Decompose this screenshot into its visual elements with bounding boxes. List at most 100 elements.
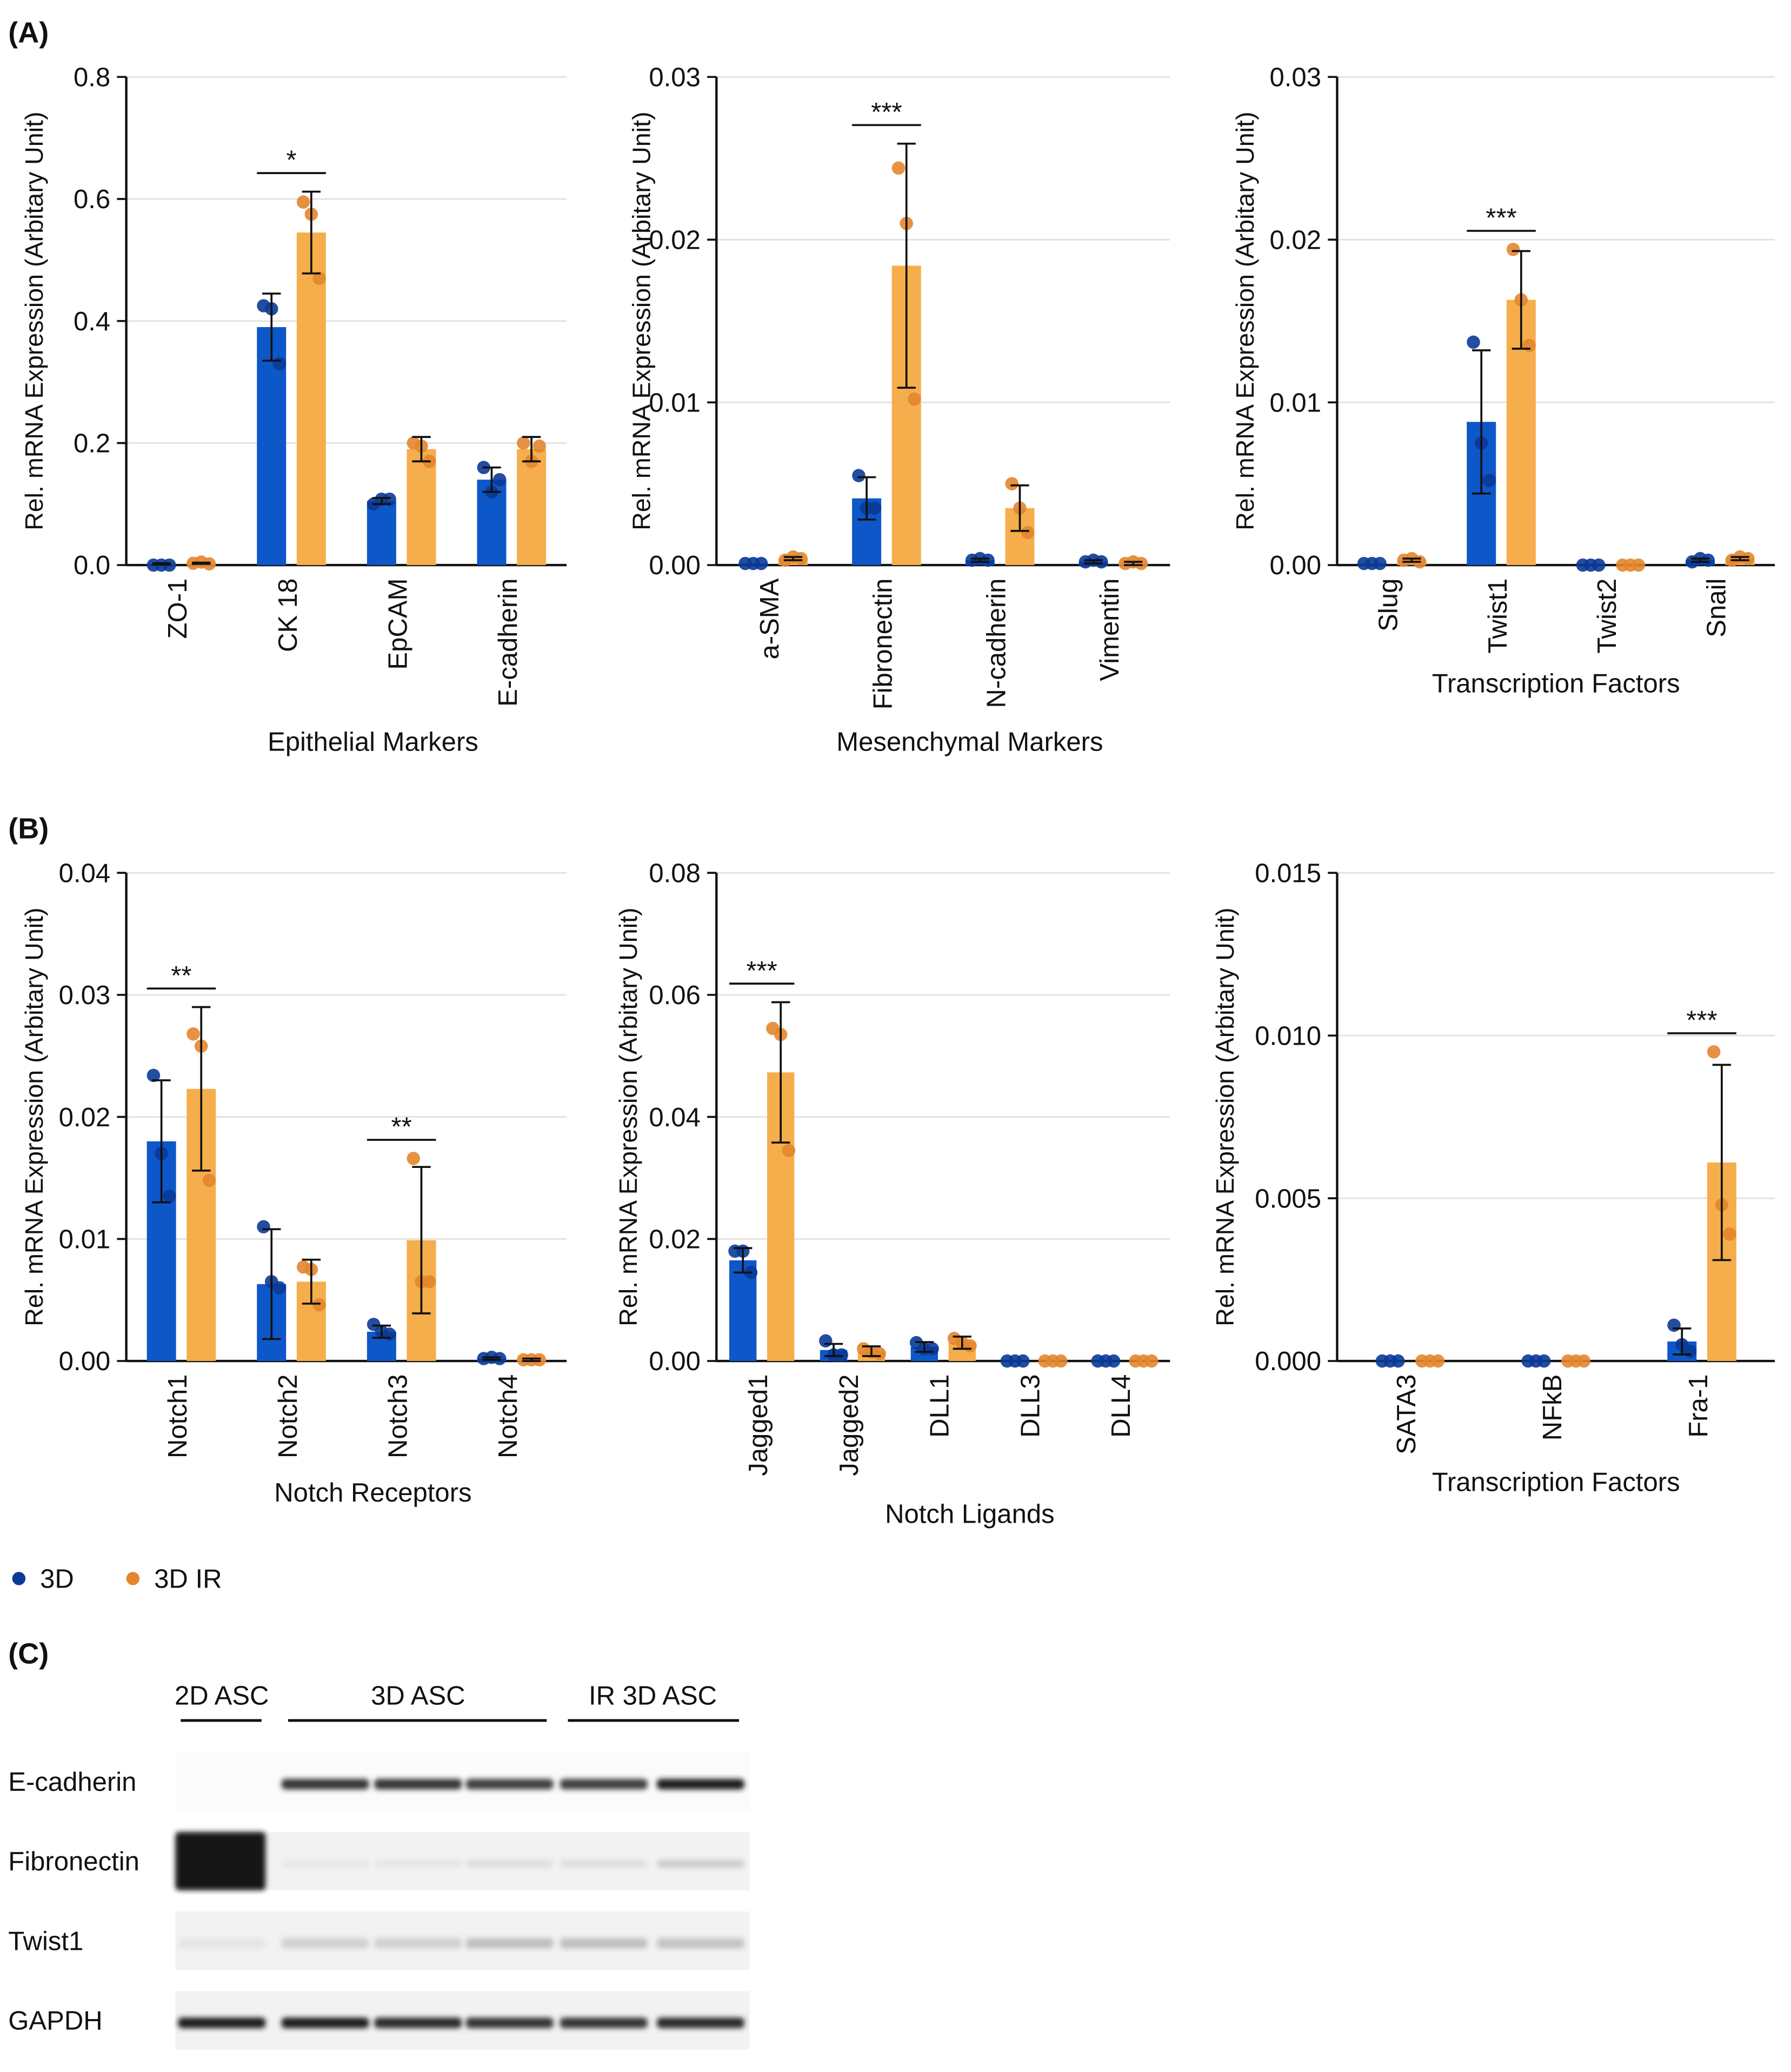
data-point [819, 1334, 833, 1348]
data-point [147, 1068, 161, 1083]
y-tick-label: 0.00 [649, 551, 700, 580]
x-tick-label: DLL3 [1016, 1374, 1045, 1438]
blot-band [560, 1938, 648, 1949]
data-point [963, 1339, 977, 1353]
data-point [1391, 1354, 1405, 1368]
y-axis-label: Rel. mRNA Expression (Arbitary Unit) [20, 111, 48, 530]
blot-group-ir-3d-asc: IR 3D ASC [589, 1681, 717, 1710]
blot-band [281, 1860, 369, 1868]
significance-label: *** [1486, 204, 1516, 233]
data-point [517, 436, 530, 450]
x-axis-label: Epithelial Markers [268, 728, 478, 757]
x-axis-label: Notch Receptors [274, 1478, 471, 1507]
charts: 0.0 0.2 0.4 0.6 0.8 Rel. mRNA Expression (Arb… [20, 63, 1775, 1529]
y-tick-label: 0.00 [1270, 551, 1321, 580]
chart-1: 0.00 0.01 0.02 0.03 Rel. mRNA Expression (Ar… [628, 63, 1170, 757]
significance-label: *** [747, 957, 777, 986]
blot-band [465, 2017, 554, 2029]
data-point [1144, 1354, 1159, 1368]
x-tick-label: Snail [1702, 579, 1732, 637]
blot-band [656, 1778, 744, 1790]
blot-row-label: Twist1 [8, 1927, 83, 1956]
significance-label: * [286, 146, 296, 175]
data-point [1016, 1354, 1030, 1368]
data-point [754, 556, 768, 570]
chart-0: 0.0 0.2 0.4 0.6 0.8 Rel. mRNA Expression (Arb… [20, 63, 567, 757]
x-axis-label: Transcription Factors [1432, 1467, 1680, 1497]
x-tick-label: E-cadherin [494, 579, 523, 707]
data-point [835, 1348, 849, 1362]
x-tick-label: CK 18 [274, 579, 303, 652]
data-point [422, 1275, 436, 1289]
y-tick-label: 0.005 [1255, 1184, 1321, 1213]
data-point [492, 473, 507, 487]
significance-label: ** [171, 961, 191, 991]
blot-band [178, 1938, 266, 1949]
data-point [1707, 1045, 1721, 1059]
data-point [312, 1298, 326, 1312]
x-tick-label: Notch2 [274, 1374, 303, 1458]
data-point [1592, 558, 1606, 572]
y-tick-label: 0.00 [649, 1347, 700, 1376]
y-tick-label: 0.03 [649, 63, 700, 92]
y-tick-label: 0.02 [1270, 225, 1321, 255]
chart-5: 0.000 0.005 0.010 0.015 Rel. mRNA Expression… [1211, 859, 1775, 1497]
data-point [257, 1220, 270, 1234]
x-tick-label: SATA3 [1392, 1374, 1421, 1455]
data-point [272, 1281, 287, 1294]
data-point [1701, 553, 1715, 567]
blot-band [175, 1831, 266, 1890]
data-point [1577, 1354, 1591, 1368]
data-point [1741, 552, 1755, 566]
data-point [187, 1027, 200, 1041]
blot-band [465, 1778, 554, 1790]
data-point [868, 501, 882, 515]
bar-3d [367, 501, 396, 566]
data-point [1095, 555, 1108, 569]
legend-label-3d: 3D [40, 1565, 74, 1594]
x-tick-label: NFkB [1538, 1374, 1567, 1441]
bar-3d-ir [517, 449, 547, 566]
y-tick-label: 0.02 [649, 1225, 700, 1254]
data-point [1537, 1354, 1551, 1368]
panel-label-a: (A) [8, 17, 49, 49]
y-tick-label: 0.00 [59, 1347, 110, 1376]
y-tick-label: 0.6 [74, 185, 110, 214]
legend-marker-3d-ir [126, 1572, 140, 1585]
data-point [1482, 474, 1496, 487]
significance-label: *** [871, 98, 902, 127]
blot-band [560, 1778, 648, 1790]
blot-row-label: E-cadherin [8, 1768, 136, 1797]
data-point [296, 195, 310, 209]
y-tick-label: 0.08 [649, 859, 700, 888]
data-point [1431, 1354, 1445, 1368]
y-tick-label: 0.02 [59, 1103, 110, 1132]
data-point [407, 1152, 421, 1165]
x-tick-label: DLL1 [926, 1374, 955, 1438]
data-point [532, 439, 547, 453]
y-axis-label: Rel. mRNA Expression (Arbitary Unit) [628, 111, 656, 530]
x-tick-label: Twist1 [1483, 579, 1513, 654]
y-tick-label: 0.01 [1270, 388, 1321, 417]
y-tick-label: 0.015 [1255, 859, 1321, 888]
legend: 3D 3D IR [12, 1565, 222, 1594]
data-point [1107, 1354, 1121, 1368]
x-tick-label: ZO-1 [163, 579, 192, 639]
y-tick-label: 0.000 [1255, 1347, 1321, 1376]
y-axis-label: Rel. mRNA Expression (Arbitary Unit) [1231, 111, 1259, 530]
blot-band [374, 1860, 462, 1868]
data-point [794, 552, 808, 566]
x-tick-label: N-cadherin [982, 579, 1011, 708]
blot-band [281, 1938, 369, 1949]
y-tick-label: 0.01 [649, 388, 700, 417]
legend-marker-3d [12, 1572, 26, 1585]
y-tick-label: 0.2 [74, 429, 110, 459]
y-tick-label: 0.010 [1255, 1021, 1321, 1051]
y-axis-label: Rel. mRNA Expression (Arbitary Unit) [614, 907, 642, 1326]
significance-label: ** [391, 1113, 412, 1142]
x-tick-label: Vimentin [1095, 579, 1124, 681]
significance-label: *** [1686, 1006, 1717, 1035]
x-tick-label: Slug [1374, 579, 1403, 632]
y-tick-label: 0.03 [1270, 63, 1321, 92]
y-axis-label: Rel. mRNA Expression (Arbitary Unit) [20, 907, 48, 1326]
